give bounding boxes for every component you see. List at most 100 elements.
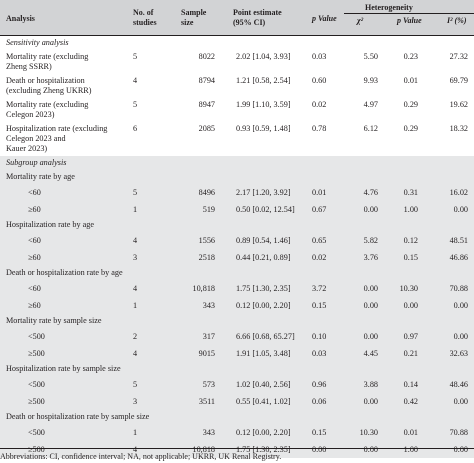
col-i2: I² (%): [447, 16, 467, 25]
table-row: Hospitalization rate (excluding Celegon …: [0, 122, 474, 156]
row-i2: 0.00: [453, 204, 468, 214]
row-label: Death or hospitalization (excluding Zhen…: [6, 76, 92, 95]
row-sample-size: 1556: [198, 235, 215, 245]
row-label: <60: [28, 283, 41, 293]
row-pvalue: 0.02: [312, 100, 327, 109]
row-studies: 5: [133, 187, 138, 197]
col-pvalue: p Value: [312, 14, 337, 23]
row-sample-size: 2085: [198, 124, 215, 133]
row-estimate: 0.55 [0.41, 1.02]: [236, 396, 291, 406]
row-chi: 0.00: [363, 300, 378, 310]
group-title: Hospitalization rate by sample size: [0, 362, 474, 376]
row-het-p: 0.29: [403, 124, 418, 133]
col-estimate: Point estimate (95% CI): [233, 8, 282, 27]
row-pvalue: 0.10: [312, 331, 327, 341]
row-estimate: 2.17 [1.20, 3.92]: [236, 187, 291, 197]
table-header: Analysis No. of studies Sample size Poin…: [0, 0, 474, 36]
row-studies: 4: [133, 235, 138, 245]
row-i2: 0.00: [453, 331, 468, 341]
row-chi: 5.82: [363, 235, 378, 245]
row-i2: 69.79: [449, 76, 468, 85]
col-chi: χ²: [357, 16, 364, 25]
row-estimate: 1.91 [1.05, 3.48]: [236, 348, 291, 358]
row-pvalue: 0.60: [312, 76, 327, 85]
row-label: Mortality rate (excluding Celegon 2023): [6, 100, 89, 119]
row-estimate: 1.21 [0.58, 2.54]: [236, 76, 291, 85]
row-het-p: 0.31: [403, 187, 418, 197]
row-label: Mortality rate (excluding Zheng SSRR): [6, 52, 89, 71]
row-i2: 70.88: [449, 283, 468, 293]
table-row: <60 5 8496 2.17 [1.20, 3.92] 0.01 4.76 0.31 16.…: [0, 184, 474, 201]
row-het-p: 0.12: [403, 235, 418, 245]
row-pvalue: 3.72: [312, 283, 327, 293]
col-het-p: p Value: [397, 16, 422, 25]
row-pvalue: 0.65: [312, 235, 327, 245]
row-studies: 6: [133, 124, 138, 133]
row-chi: 0.00: [363, 444, 378, 454]
row-sample-size: 3511: [198, 396, 215, 406]
row-sample-size: 8794: [198, 76, 215, 85]
row-i2: 16.02: [449, 187, 468, 197]
table-row: <500 2 317 6.66 [0.68, 65.27] 0.10 0.00 0.97 0.…: [0, 328, 474, 345]
row-i2: 18.32: [449, 124, 468, 133]
row-estimate: 6.66 [0.68, 65.27]: [236, 331, 295, 341]
group-title-text: Hospitalization rate by sample size: [6, 364, 121, 373]
row-i2: 27.32: [449, 52, 468, 61]
row-sample-size: 10,818: [192, 444, 215, 454]
table-row: Mortality rate (excluding Zheng SSRR) 5 80…: [0, 50, 474, 74]
row-het-p: 1.00: [403, 444, 418, 454]
row-het-p: 0.01: [403, 427, 418, 437]
row-estimate: 0.12 [0.00, 2.20]: [236, 300, 291, 310]
row-i2: 48.51: [449, 235, 468, 245]
table-body: Sensitivity analysis Mortality rate (excl…: [0, 36, 474, 458]
row-label: ≥500: [28, 444, 45, 454]
row-chi: 10.30: [359, 427, 378, 437]
row-i2: 32.63: [449, 348, 468, 358]
row-estimate: 1.99 [1.10, 3.59]: [236, 100, 291, 109]
group-title-text: Death or hospitalization rate by sample …: [6, 412, 150, 421]
row-estimate: 0.50 [0.02, 12.54]: [236, 204, 295, 214]
row-estimate: 0.89 [0.54, 1.46]: [236, 235, 291, 245]
row-chi: 0.00: [363, 331, 378, 341]
row-sample-size: 10,818: [192, 283, 215, 293]
group-title: Death or hospitalization rate by age: [0, 266, 474, 280]
row-pvalue: 0.03: [312, 52, 327, 61]
row-studies: 5: [133, 52, 138, 61]
row-i2: 0.00: [453, 396, 468, 406]
col-heterogeneity: Heterogeneity: [365, 3, 413, 12]
row-chi: 4.76: [363, 187, 378, 197]
row-estimate: 2.02 [1.04, 3.93]: [236, 52, 291, 61]
row-pvalue: 0.06: [312, 396, 327, 406]
row-het-p: 1.00: [403, 204, 418, 214]
row-studies: 4: [133, 348, 138, 358]
group-title: Mortality rate by sample size: [0, 314, 474, 328]
section-title-text: Sensitivity analysis: [6, 38, 69, 47]
row-chi: 9.93: [363, 76, 378, 85]
row-label: Hospitalization rate (excluding Celegon …: [6, 124, 108, 153]
group-title-text: Hospitalization rate by age: [6, 220, 94, 229]
row-label: <60: [28, 235, 41, 245]
table-row: ≥500 4 9015 1.91 [1.05, 3.48] 0.03 4.45 0.21 32…: [0, 345, 474, 362]
row-chi: 3.76: [363, 252, 378, 262]
row-studies: 5: [133, 100, 138, 109]
row-sample-size: 9015: [198, 348, 215, 358]
row-chi: 5.50: [363, 52, 378, 61]
row-label: <60: [28, 187, 41, 197]
col-studies: No. of studies: [133, 8, 157, 27]
table-row: ≥500 4 10,818 1.75 [1.30, 2.35] 0.00 0.00 1.00…: [0, 441, 474, 458]
row-estimate: 0.93 [0.59, 1.48]: [236, 124, 291, 133]
group-title: Death or hospitalization rate by sample …: [0, 410, 474, 424]
row-sample-size: 343: [202, 427, 215, 437]
row-label: ≥60: [28, 300, 41, 310]
group-title: Hospitalization rate by age: [0, 218, 474, 232]
row-studies: 4: [133, 444, 138, 454]
row-het-p: 0.21: [403, 348, 418, 358]
row-het-p: 0.01: [403, 76, 418, 85]
row-i2: 46.86: [449, 252, 468, 262]
row-sample-size: 343: [202, 300, 215, 310]
row-pvalue: 0.01: [312, 187, 327, 197]
row-chi: 0.00: [363, 283, 378, 293]
row-chi: 3.88: [363, 379, 378, 389]
table-row: ≥60 1 343 0.12 [0.00, 2.20] 0.15 0.00 0.00 0.00: [0, 297, 474, 314]
